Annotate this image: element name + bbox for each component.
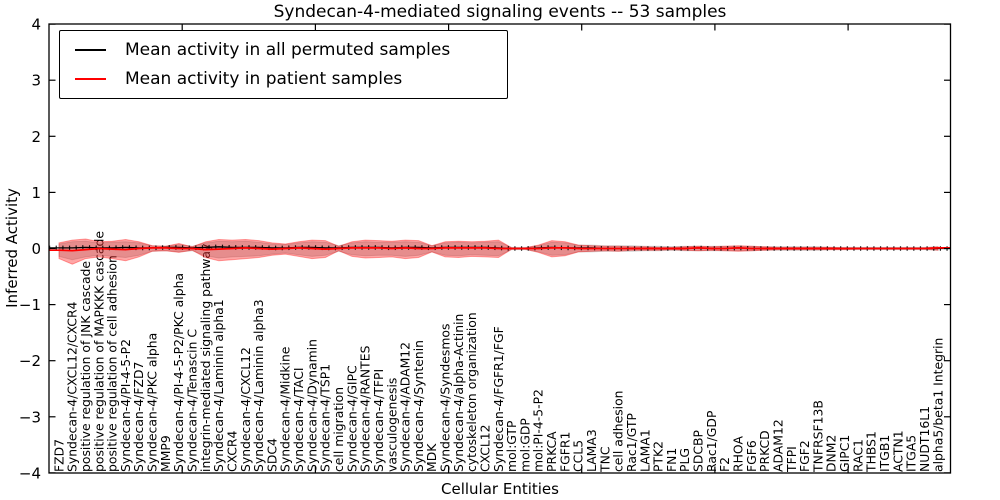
legend-entry-patient: Mean activity in patient samples: [75, 69, 507, 89]
patient-samples-band: [58, 238, 939, 265]
x-tick-label: MMP9: [158, 435, 173, 472]
x-tick-label: positive regulation of MAPKKK cascade: [91, 231, 106, 472]
x-tick-label: FGF2: [797, 440, 812, 472]
x-tick-label: Syndecan-4/Syndesmos: [438, 324, 453, 472]
x-tick-label: ACTN1: [890, 430, 905, 472]
x-tick-label: Syndecan-4/Dynamin: [304, 339, 319, 472]
x-tick-label: Syndecan-4/TFPI: [371, 369, 386, 472]
legend-label-permuted: Mean activity in all permuted samples: [125, 40, 451, 60]
x-tick-label: Syndecan-4/alpha-Actinin: [451, 314, 466, 472]
x-tick-label: cell migration: [331, 387, 346, 472]
x-tick-label: ITGB1: [877, 435, 892, 472]
x-tick-label: F2: [717, 457, 732, 472]
x-tick-label: FGFR1: [557, 432, 572, 472]
x-tick-label: Syndecan-4/PI-4-5-P2/PKC alpha: [171, 273, 186, 472]
x-tick-label: FN1: [664, 448, 679, 472]
x-tick-label: MDK: [424, 443, 439, 472]
x-tick-label: CXCL12: [478, 424, 493, 472]
y-tick-label: −2: [19, 352, 41, 370]
patient-line-swatch: [75, 78, 106, 80]
x-tick-label: TFPI: [784, 446, 799, 473]
x-tick-label: Syndecan-4/RANTES: [358, 345, 373, 472]
x-tick-label: Syndecan-4/PKC alpha: [145, 333, 160, 472]
x-tick-label: cytoskeleton organization: [464, 312, 479, 472]
x-tick-label: CCL5: [571, 440, 586, 472]
legend-label-patient: Mean activity in patient samples: [125, 69, 403, 89]
x-tick-label: RHOA: [731, 436, 746, 472]
x-tick-label: cell adhesion: [611, 390, 626, 472]
y-tick-label: 2: [31, 128, 41, 146]
x-tick-label: SDC4: [264, 438, 279, 472]
x-tick-label: ADAM12: [771, 419, 786, 472]
x-tick-label: GIPC1: [837, 435, 852, 472]
y-tick-label: −1: [19, 296, 41, 314]
x-tick-label: ITGA5: [904, 435, 919, 472]
x-tick-label: PLG: [677, 448, 692, 472]
x-tick-label: mol:GDP: [517, 418, 532, 472]
x-tick-label: Syndecan-4/Tenascin C: [185, 329, 200, 472]
x-tick-label: Syndecan-4/PI-4-5-P2: [118, 339, 133, 472]
y-axis-label: Inferred Activity: [3, 188, 21, 308]
permuted-samples-band: [58, 240, 939, 261]
x-tick-label: PRKCA: [544, 431, 559, 472]
x-tick-label: vasculogenesis: [384, 378, 399, 472]
x-tick-label: RAC1: [850, 439, 865, 472]
y-tick-label: −4: [19, 464, 41, 482]
y-tick-label: 0: [31, 240, 41, 258]
x-tick-label: THBS1: [864, 431, 879, 473]
chart-title: Syndecan-4-mediated signaling events -- …: [273, 2, 727, 22]
x-tick-label: mol:PI-4-5-P2: [531, 389, 546, 472]
x-tick-label: CXCR4: [224, 431, 239, 472]
x-tick-label: PRKCD: [757, 430, 772, 472]
x-tick-label: Syndecan-4/Laminin alpha1: [211, 299, 226, 472]
x-tick-label: Syndecan-4/FZD7: [131, 362, 146, 472]
x-tick-label: LAMA1: [637, 429, 652, 472]
x-tick-label: DNM2: [824, 435, 839, 472]
x-tick-label: TNC: [597, 447, 612, 474]
x-tick-label: PTK2: [651, 441, 666, 472]
x-tick-label: Syndecan-4/Laminin alpha3: [251, 299, 266, 472]
x-tick-label: Syndecan-4/GIPC: [344, 365, 359, 472]
x-tick-label: positive regulation of cell adhesion: [105, 255, 120, 472]
x-tick-label: alpha5/beta1 Integrin: [930, 338, 945, 472]
x-axis-label: Cellular Entities: [441, 480, 559, 498]
x-tick-label: Syndecan-4/Midkine: [278, 347, 293, 472]
x-tick-label: mol:GTP: [504, 420, 519, 472]
permuted-line-swatch: [75, 49, 106, 51]
x-tick-label: SDCBP: [691, 429, 706, 472]
y-tick-label: 4: [31, 16, 41, 34]
x-tick-label: positive regulation of JNK cascade: [78, 261, 93, 472]
patient-mean-line: [49, 247, 951, 252]
x-tick-label: LAMA3: [584, 429, 599, 472]
x-tick-label: FZD7: [51, 439, 66, 472]
x-tick-label: Rac1/GTP: [624, 412, 639, 472]
x-tick-label: Syndecan-4/CXCL12/CXCR4: [65, 301, 80, 472]
x-tick-label: Syndecan-4/ADAM12: [398, 342, 413, 472]
x-tick-label: Syndecan-4/CXCL12: [238, 347, 253, 472]
x-tick-label: integrin-mediated signaling pathway: [198, 244, 213, 472]
x-tick-label: TNFRSF13B: [810, 400, 825, 473]
x-tick-label: NUDT16L1: [917, 406, 932, 472]
x-tick-label: Syndecan-4/TACI: [291, 368, 306, 473]
x-tick-label: Syndecan-4/FGFR1/FGF: [491, 326, 506, 472]
y-tick-label: 1: [31, 184, 41, 202]
x-tick-label: Syndecan-4/Syntenin: [411, 340, 426, 472]
legend: Mean activity in all permuted samples Me…: [59, 30, 508, 99]
legend-entry-permuted: Mean activity in all permuted samples: [75, 40, 507, 60]
x-tick-label: FGF6: [744, 440, 759, 472]
x-tick-label: Rac1/GDP: [704, 410, 719, 472]
x-tick-label: Syndecan-4/TSP1: [318, 364, 333, 472]
y-tick-label: −3: [19, 408, 41, 426]
y-tick-label: 3: [31, 72, 41, 90]
